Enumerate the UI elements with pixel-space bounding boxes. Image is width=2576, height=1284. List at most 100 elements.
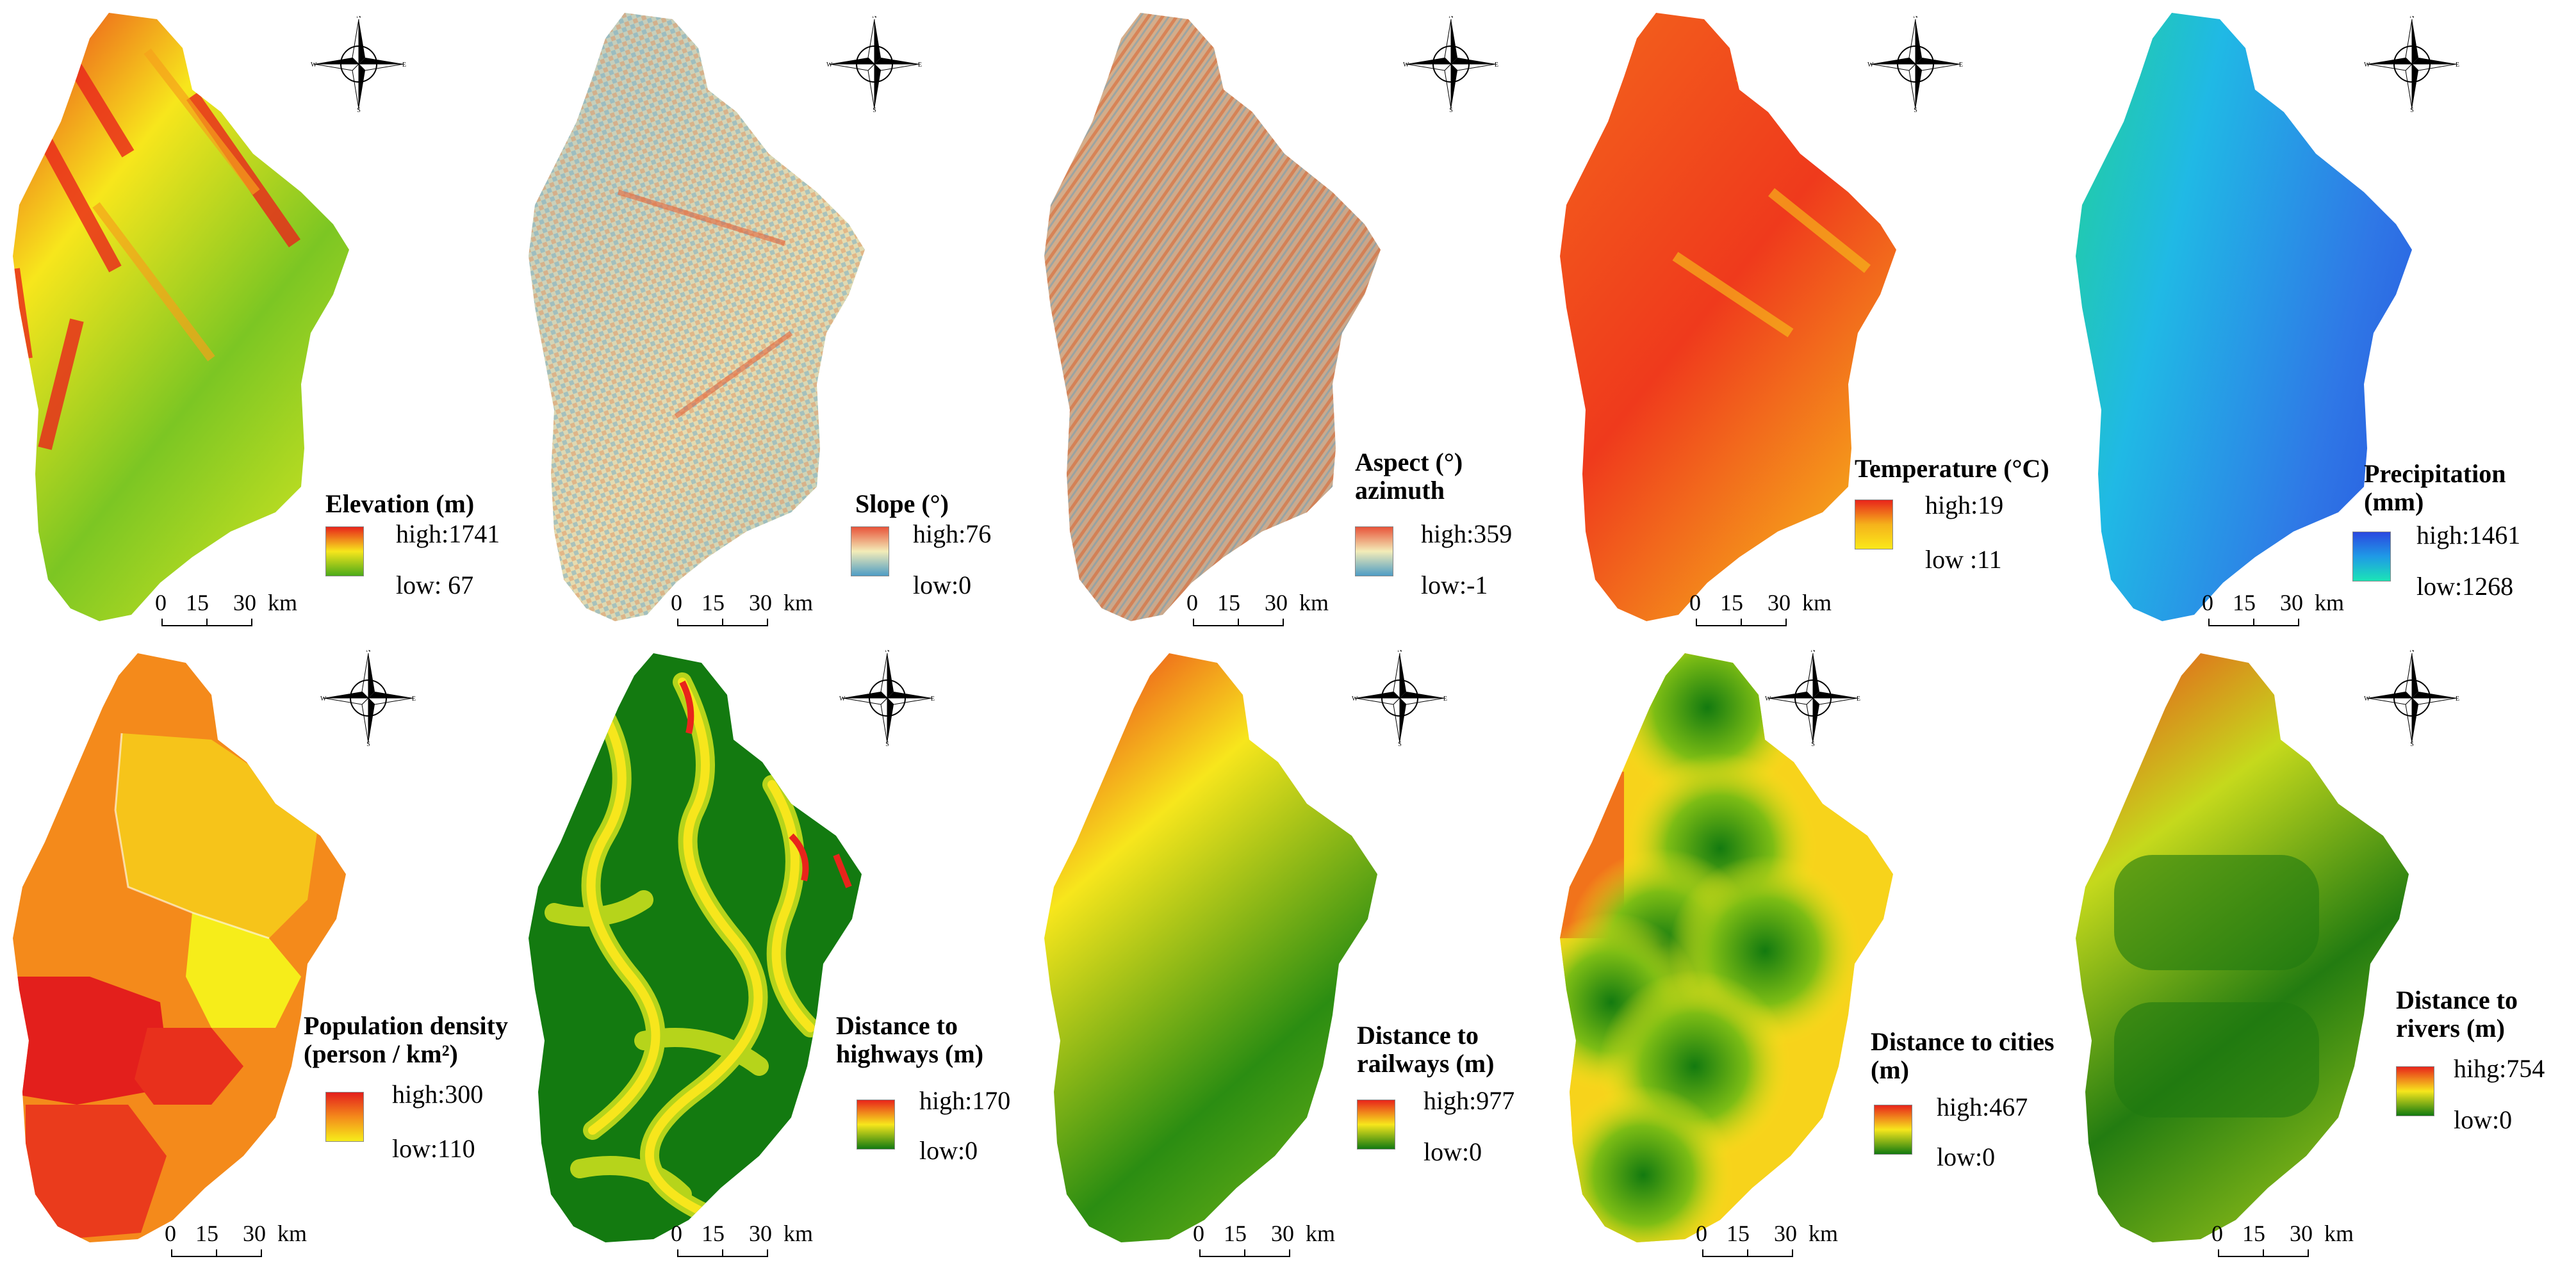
cities-map [1560, 653, 1893, 1242]
svg-text:N: N [885, 650, 889, 654]
scale-bar: 0 15 30 km [2210, 1220, 2354, 1265]
precipitation-map [2076, 13, 2412, 621]
panel-temperature: N E S W Temperature (°C) high:19 low :11… [1547, 0, 2060, 640]
legend-title: Distance to rivers (m) [2396, 986, 2518, 1043]
legend-swatch [851, 526, 889, 576]
svg-text:N: N [366, 650, 370, 654]
scale-bar: 0 15 30 km [1185, 589, 1329, 634]
svg-text:S: S [873, 107, 876, 112]
svg-text:N: N [2409, 650, 2414, 654]
legend-high: hihg:754 [2454, 1054, 2545, 1083]
slope-map [529, 13, 865, 621]
panel-precipitation: N E S W Precipitation (mm) high:1461 low:… [2063, 0, 2575, 640]
temperature-map [1560, 13, 1896, 621]
legend-low: low:0 [913, 571, 972, 599]
legend-swatch [2396, 1066, 2434, 1116]
scale-bar: 0 15 30 km [1192, 1220, 1335, 1265]
svg-text:W: W [839, 695, 846, 703]
legend-high: high:1741 [396, 519, 500, 548]
svg-text:N: N [872, 16, 876, 20]
legend-swatch [857, 1100, 895, 1150]
compass-n: N [356, 16, 361, 20]
panel-distance-rivers: N E S W Distance to rivers (m) hihg:754 l… [2063, 644, 2575, 1284]
rivers-map [2076, 653, 2409, 1242]
compass-icon: N E S W [2364, 16, 2459, 112]
compass-e: E [402, 61, 406, 69]
compass-icon: N E S W [311, 16, 406, 112]
legend-low: low:-1 [1421, 571, 1488, 599]
legend-swatch [325, 526, 364, 576]
panel-population-density: N E S W Population density (person / km²)… [0, 644, 513, 1284]
svg-text:W: W [1867, 61, 1874, 69]
panel-distance-cities: N E S W Distance to cities (m) high:467 l… [1547, 644, 2060, 1284]
legend-title: Aspect (°) azimuth [1355, 448, 1463, 505]
legend-title: Distance to highways (m) [836, 1011, 984, 1068]
legend-low: low:110 [392, 1134, 475, 1163]
compass-icon: N E S W [1867, 16, 1963, 112]
svg-text:N: N [1913, 16, 1917, 20]
svg-text:W: W [2364, 695, 2370, 703]
svg-text:N: N [1397, 650, 1402, 654]
svg-text:E: E [918, 61, 922, 69]
svg-text:S: S [2410, 741, 2414, 746]
svg-text:S: S [1449, 107, 1453, 112]
svg-text:E: E [1857, 695, 1860, 703]
svg-text:W: W [2364, 61, 2370, 69]
svg-text:S: S [366, 741, 370, 746]
compass-icon: N E S W [1403, 16, 1498, 112]
panel-distance-highways: N E S W Distance to highways (m) high:170… [516, 644, 1028, 1284]
compass-icon: N E S W [839, 650, 935, 746]
svg-text:E: E [1443, 695, 1447, 703]
legend-low: low:0 [2454, 1105, 2513, 1134]
svg-text:N: N [1448, 16, 1453, 20]
legend-swatch [1874, 1105, 1912, 1155]
legend-low: low:0 [1937, 1142, 1996, 1171]
legend-title: Precipitation (mm) [2364, 459, 2506, 516]
highways-map [529, 653, 862, 1242]
legend-title: Temperature (°C) [1855, 454, 2049, 483]
scale-bar: 0 15 30 km [163, 1220, 307, 1265]
compass-icon: N E S W [1765, 650, 1860, 746]
svg-text:E: E [1495, 61, 1498, 69]
svg-text:W: W [1352, 695, 1358, 703]
legend-high: high:300 [392, 1080, 484, 1109]
legend-low: low:1268 [2416, 572, 2514, 601]
scale-bar: 0 15 30 km [154, 589, 297, 634]
svg-text:S: S [1398, 741, 1402, 746]
scale-bar: 0 15 30 km [1688, 589, 1832, 634]
scale-bar: 0 15 30 km [669, 1220, 813, 1265]
svg-text:E: E [2456, 61, 2459, 69]
compass-icon: N E S W [826, 16, 922, 112]
panel-distance-railways: N E S W Distance to railways (m) high:977… [1031, 644, 1544, 1284]
scale-bar: 0 15 30 km [2201, 589, 2344, 634]
svg-text:E: E [1959, 61, 1963, 69]
legend-swatch [1855, 500, 1893, 549]
svg-text:S: S [1914, 107, 1917, 112]
legend-high: high:359 [1421, 519, 1513, 548]
legend-swatch [1355, 526, 1393, 576]
legend-swatch [325, 1092, 364, 1142]
compass-w: W [311, 61, 317, 69]
legend-low: low :11 [1925, 545, 2002, 574]
population-map [13, 653, 346, 1242]
railways-map [1044, 653, 1377, 1242]
svg-text:E: E [2456, 695, 2459, 703]
legend-high: high:76 [913, 519, 992, 548]
svg-text:E: E [931, 695, 935, 703]
legend-title: Distance to cities (m) [1871, 1027, 2055, 1084]
svg-text:W: W [1765, 695, 1771, 703]
panel-slope: N E S W Slope (°) high:76 low:0 0 15 30 … [516, 0, 1028, 640]
svg-text:S: S [2410, 107, 2414, 112]
svg-text:N: N [1810, 650, 1815, 654]
svg-text:E: E [412, 695, 416, 703]
compass-icon: N E S W [1352, 650, 1447, 746]
scale-bar: 0 15 30 km [1694, 1220, 1838, 1265]
legend-title: Elevation (m) [325, 489, 475, 518]
aspect-map [1044, 13, 1381, 621]
panel-elevation: N E S W Elevation (m) high:1741 low: 67 … [0, 0, 513, 640]
legend-low: low: 67 [396, 571, 474, 599]
legend-low: low:0 [1423, 1137, 1482, 1166]
compass-s: S [357, 107, 361, 112]
legend-swatch [2352, 532, 2391, 581]
